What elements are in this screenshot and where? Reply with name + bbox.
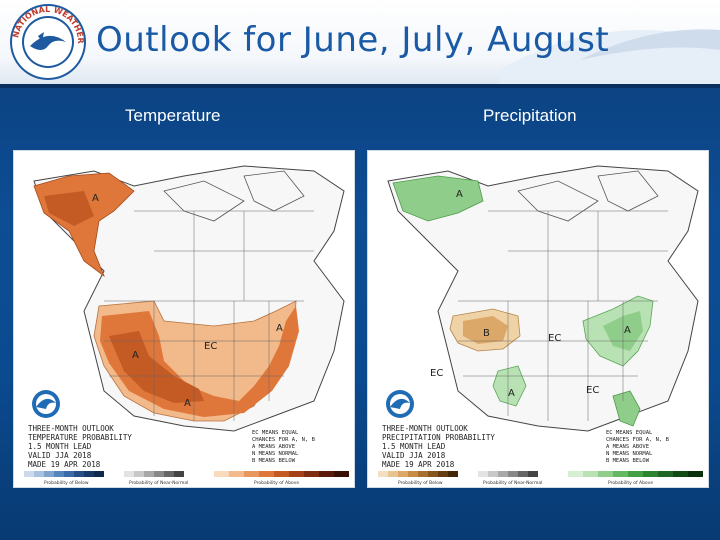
precip-ec-note-5: B MEANS BELOW bbox=[606, 458, 650, 464]
precip-ec-note-2: CHANCES FOR A, N, B bbox=[606, 437, 670, 443]
temp-caption-1: THREE-MONTH OUTLOOK bbox=[28, 424, 114, 433]
temp-zone-label-a2: A bbox=[132, 350, 139, 361]
temp-caption-3: 1.5 MONTH LEAD bbox=[28, 442, 92, 451]
precipitation-map-graphic: A B EC A EC A EC THREE-MONTH OUTLOOK PRE… bbox=[368, 151, 708, 487]
precip-caption-2: PRECIPITATION PROBABILITY bbox=[382, 433, 495, 442]
temp-ec-note-2: CHANCES FOR A, N, B bbox=[252, 437, 316, 443]
temp-ec-note-5: B MEANS BELOW bbox=[252, 458, 296, 464]
precip-zone-label-a2: A bbox=[624, 325, 631, 336]
precip-ec-note-3: A MEANS ABOVE bbox=[606, 444, 649, 450]
precip-ec-note-4: N MEANS NORMAL bbox=[606, 451, 653, 457]
header-divider bbox=[0, 84, 720, 88]
precip-zone-label-ec3: EC bbox=[430, 368, 443, 379]
precip-legend-below: Probability of Below bbox=[398, 480, 443, 486]
precip-caption-3: 1.5 MONTH LEAD bbox=[382, 442, 446, 451]
precip-ec-note-1: EC MEANS EQUAL bbox=[606, 430, 653, 436]
temperature-map-graphic: A A A EC A THREE-MONTH OUTLOOK TEMPERATU… bbox=[14, 151, 354, 487]
precip-zone-label-ec1: EC bbox=[548, 333, 561, 344]
precip-zone-label-a3: A bbox=[508, 388, 515, 399]
precip-caption-1: THREE-MONTH OUTLOOK bbox=[382, 424, 468, 433]
temp-zone-label-a1: A bbox=[92, 193, 99, 204]
temp-caption-5: MADE 19 APR 2018 bbox=[28, 460, 101, 469]
temperature-outlook-map: A A A EC A THREE-MONTH OUTLOOK TEMPERATU… bbox=[13, 150, 355, 488]
temp-zone-label-a3: A bbox=[276, 323, 283, 334]
temp-caption-2: TEMPERATURE PROBABILITY bbox=[28, 433, 132, 442]
header-bar: NATIONAL WEATHER SERVICE Outlook for Jun… bbox=[0, 0, 720, 84]
precip-legend-above: Probability of Above bbox=[608, 480, 653, 486]
temperature-label: Temperature bbox=[125, 106, 221, 125]
precip-legend-bar bbox=[378, 471, 703, 477]
precip-zone-label-ec2: EC bbox=[586, 385, 599, 396]
noaa-badge-temp bbox=[32, 390, 60, 418]
temp-zone-label-ec: EC bbox=[204, 341, 217, 352]
temp-ec-note-3: A MEANS ABOVE bbox=[252, 444, 295, 450]
precip-zone-label-b: B bbox=[483, 328, 490, 339]
precip-legend-near: Probability of Near-Normal bbox=[483, 480, 542, 486]
header-swoosh-decoration bbox=[500, 29, 720, 84]
temp-legend-near: Probability of Near-Normal bbox=[129, 480, 188, 486]
temp-zone-label-a4: A bbox=[184, 398, 191, 409]
page-title: Outlook for June, July, August bbox=[96, 20, 610, 60]
nws-logo: NATIONAL WEATHER SERVICE bbox=[8, 2, 86, 80]
temp-legend-above: Probability of Above bbox=[254, 480, 299, 486]
temp-caption-4: VALID JJA 2018 bbox=[28, 451, 92, 460]
precipitation-label: Precipitation bbox=[483, 106, 577, 125]
precip-caption-4: VALID JJA 2018 bbox=[382, 451, 446, 460]
temp-legend-below: Probability of Below bbox=[44, 480, 89, 486]
precip-zone-label-a1: A bbox=[456, 189, 463, 200]
precipitation-outlook-map: A B EC A EC A EC THREE-MONTH OUTLOOK PRE… bbox=[367, 150, 709, 488]
precip-caption-5: MADE 19 APR 2018 bbox=[382, 460, 455, 469]
temp-ec-note-1: EC MEANS EQUAL bbox=[252, 430, 299, 436]
noaa-badge-precip bbox=[386, 390, 414, 418]
temp-legend-bar bbox=[24, 471, 349, 477]
temp-ec-note-4: N MEANS NORMAL bbox=[252, 451, 299, 457]
